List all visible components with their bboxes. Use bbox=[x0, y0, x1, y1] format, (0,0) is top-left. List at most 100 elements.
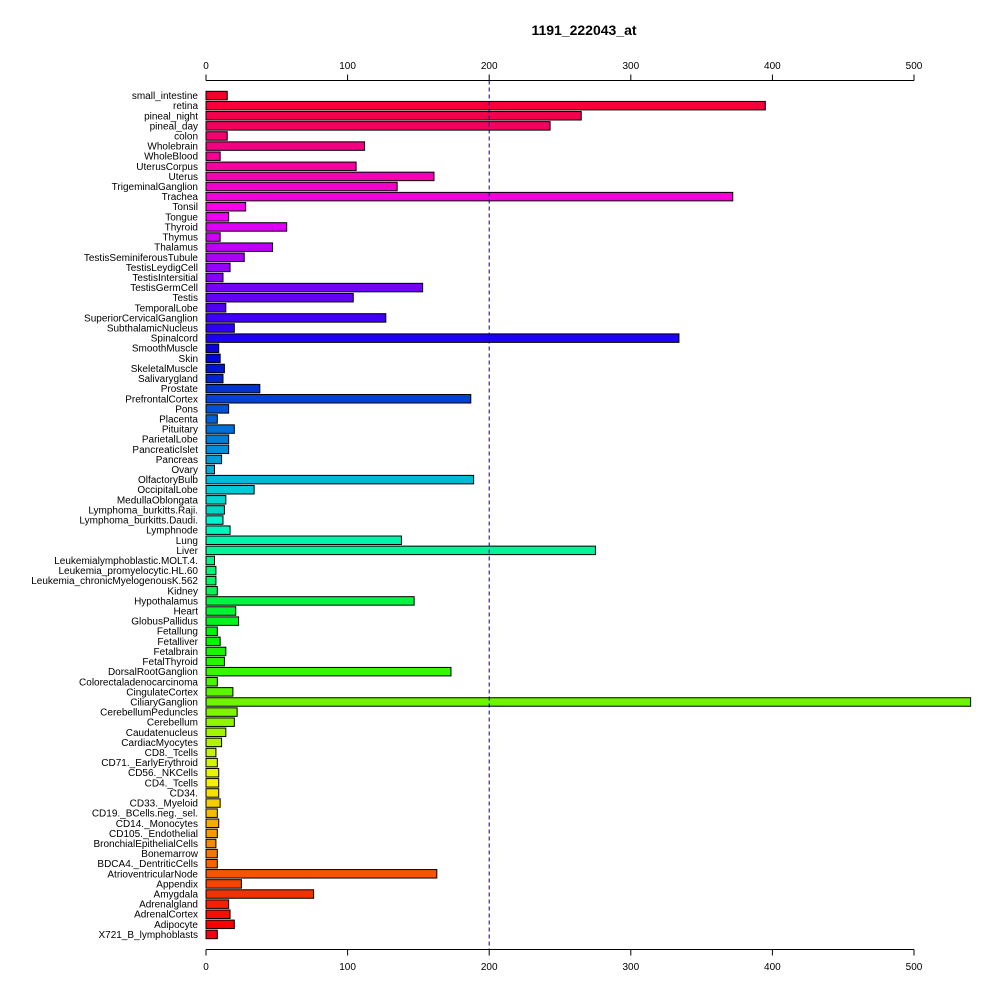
category-label: MedullaOblongata bbox=[117, 495, 199, 506]
bar-Uterus bbox=[205, 171, 435, 182]
bar-Adipocyte bbox=[205, 919, 235, 930]
category-label: CiliaryGanglion bbox=[130, 697, 198, 708]
tick-label: 0 bbox=[203, 962, 209, 973]
category-label: Lymphoma_burkitts.Raji. bbox=[88, 505, 198, 516]
bar-CD56._NKCells bbox=[205, 767, 220, 778]
category-label: Thyroid bbox=[165, 222, 198, 233]
tick-label: 300 bbox=[622, 962, 639, 973]
category-label: Skin bbox=[179, 354, 198, 365]
category-label: Bonemarrow bbox=[141, 849, 198, 860]
bar-CardiacMyocytes bbox=[205, 737, 223, 748]
bar-TestisIntersitial bbox=[205, 272, 224, 283]
category-label: Amygdala bbox=[154, 890, 199, 901]
bar-SuperiorCervicalGanglion bbox=[205, 313, 387, 323]
category-label: Testis bbox=[172, 293, 198, 304]
bar-Liver bbox=[205, 545, 596, 556]
category-label: Appendix bbox=[156, 879, 198, 890]
bar-BDCA4._DentriticCells bbox=[205, 858, 218, 869]
bar-DorsalRootGanglion bbox=[205, 666, 452, 677]
chart-title: 1191_222043_at bbox=[531, 22, 636, 38]
category-label: Fetalliver bbox=[157, 637, 198, 648]
bar-CerebellumPeduncles bbox=[205, 707, 238, 717]
category-label: AtrioventricularNode bbox=[107, 869, 198, 880]
bar-Spinalcord bbox=[205, 333, 680, 343]
bar-Pituitary bbox=[205, 424, 235, 434]
bar-CD8._Tcells bbox=[205, 747, 217, 758]
bar-Leukemia_promyelocytic.HL.60 bbox=[205, 565, 217, 576]
category-label: pineal_day bbox=[150, 121, 198, 132]
category-label: Placenta bbox=[159, 414, 198, 425]
bar-Heart bbox=[205, 606, 237, 616]
bar-Appendix bbox=[205, 879, 242, 889]
tick-label: 400 bbox=[764, 962, 781, 973]
bar-GlobusPallidus bbox=[205, 616, 240, 626]
bar-Leukemialymphoblastic.MOLT.4. bbox=[205, 555, 215, 566]
bar-Fetallung bbox=[205, 626, 218, 636]
tick-label: 0 bbox=[203, 61, 209, 72]
category-label: PrefrontalCortex bbox=[125, 394, 198, 405]
category-label: CardiacMyocytes bbox=[121, 738, 198, 749]
tick-label: 200 bbox=[481, 61, 498, 72]
tick-label: 500 bbox=[906, 962, 923, 973]
bar-TestisGermCell bbox=[205, 282, 424, 293]
bar-TestisSeminiferousTubule bbox=[205, 252, 245, 263]
category-label: Salivarygland bbox=[138, 374, 198, 385]
category-label: OccipitalLobe bbox=[137, 485, 198, 496]
bar-Prostate bbox=[205, 383, 261, 394]
category-label: X721_B_lymphoblasts bbox=[98, 930, 198, 941]
category-label: Lung bbox=[176, 536, 198, 547]
bar-Colorectaladenocarcinoma bbox=[205, 677, 218, 687]
bar-small_intestine bbox=[205, 90, 228, 101]
category-label: Pons bbox=[175, 404, 198, 415]
bar-Placenta bbox=[205, 414, 218, 424]
bar-CiliaryGanglion bbox=[205, 697, 972, 707]
category-label: Ovary bbox=[171, 465, 198, 476]
bar-Thalamus bbox=[205, 242, 274, 252]
bar-ParietalLobe bbox=[205, 434, 230, 444]
bar-AtrioventricularNode bbox=[205, 869, 438, 879]
category-label: Lymphnode bbox=[146, 526, 198, 537]
bar-Amygdala bbox=[205, 889, 315, 899]
x-axis-top: 0 100 200 300 400 500 bbox=[203, 61, 923, 81]
category-label: Tongue bbox=[165, 212, 198, 223]
category-label: AdrenalCortex bbox=[134, 910, 198, 921]
bar-UterusCorpus bbox=[205, 161, 357, 172]
category-label: CD56._NKCells bbox=[128, 768, 198, 779]
bar-PrefrontalCortex bbox=[205, 394, 472, 404]
category-label: CD8._Tcells bbox=[145, 748, 198, 759]
bar-Lymphnode bbox=[205, 525, 231, 535]
category-label: Prostate bbox=[161, 384, 199, 395]
category-label: Fetallung bbox=[157, 627, 198, 638]
category-label: Colorectaladenocarcinoma bbox=[79, 677, 198, 688]
bar-pineal_day bbox=[205, 121, 551, 131]
category-label: Fetalbrain bbox=[154, 647, 198, 658]
category-label: CD33._Myeloid bbox=[130, 799, 198, 810]
category-label: colon bbox=[174, 131, 198, 142]
category-label: DorsalRootGanglion bbox=[108, 667, 198, 678]
category-label: Heart bbox=[174, 607, 199, 618]
category-label: CD34. bbox=[170, 788, 198, 799]
bar-Adrenalgland bbox=[205, 899, 230, 909]
category-label: Thalamus bbox=[154, 243, 198, 254]
bar-FetalThyroid bbox=[205, 656, 225, 667]
category-label: Pituitary bbox=[162, 425, 198, 436]
category-label: Leukemia_chronicMyelogenousK.562 bbox=[31, 576, 198, 587]
bar-AdrenalCortex bbox=[205, 909, 231, 919]
category-label: Thymus bbox=[162, 233, 198, 244]
bar-TrigeminalGanglion bbox=[205, 181, 398, 192]
category-label: pineal_night bbox=[144, 111, 198, 122]
category-label: CD19._BCells.neg._sel. bbox=[92, 809, 198, 820]
bar-SmoothMuscle bbox=[205, 343, 220, 353]
bar-Leukemia_chronicMyelogenousK.562 bbox=[205, 575, 217, 586]
bar-CD34. bbox=[205, 788, 220, 798]
bar-Tongue bbox=[205, 212, 230, 222]
bar-Lymphoma_burkitts.Raji. bbox=[205, 505, 225, 515]
category-label: BDCA4._DentriticCells bbox=[97, 859, 198, 870]
category-label: SkeletalMuscle bbox=[131, 364, 199, 375]
bar-SkeletalMuscle bbox=[205, 363, 225, 374]
category-label: Tonsil bbox=[172, 202, 198, 213]
bar-Salivarygland bbox=[205, 373, 224, 384]
bar-TestisLeydigCell bbox=[205, 262, 231, 273]
bar-SubthalamicNucleus bbox=[205, 323, 235, 333]
